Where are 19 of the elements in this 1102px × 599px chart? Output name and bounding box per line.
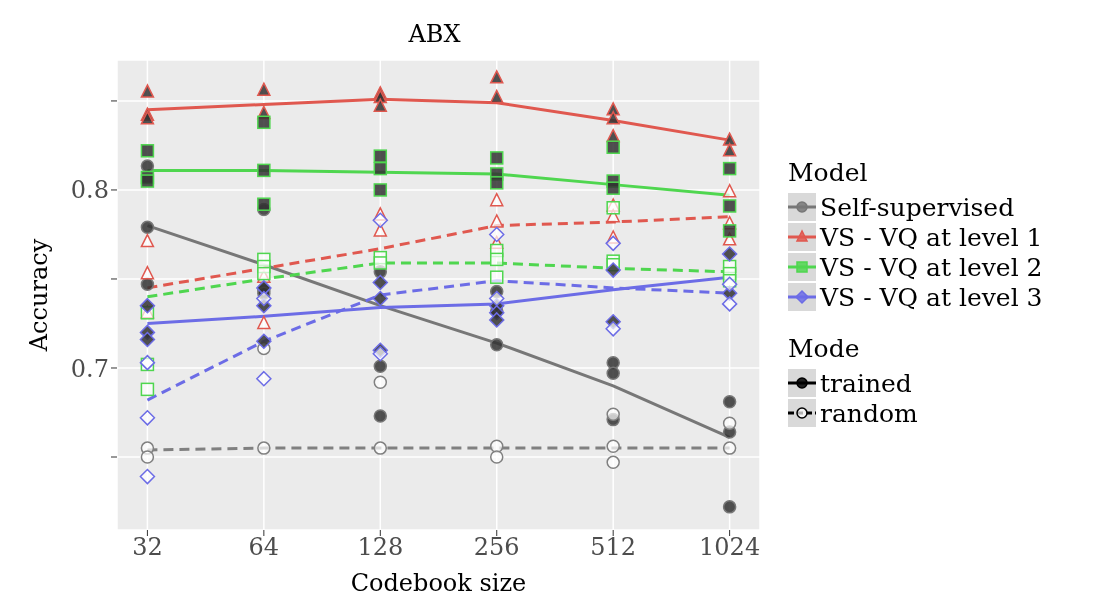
text: Mode — [788, 334, 861, 365]
chart-title: ABX — [407, 20, 462, 48]
legend-title: Model — [788, 158, 869, 189]
x-tick-label: 256 — [473, 533, 520, 562]
text: trained — [820, 368, 912, 398]
x-tick-label: 64 — [248, 533, 280, 562]
y-tick-label: 0.7 — [70, 354, 109, 383]
x-tick-label: 1024 — [699, 533, 761, 562]
legend-label: Self-supervised — [820, 192, 1015, 222]
legend-label: VS - VQ at level 2 — [820, 252, 1043, 282]
y-axis-title: Accuracy — [24, 238, 53, 353]
x-tick-label: 128 — [357, 533, 404, 562]
x-tick-label: 512 — [590, 533, 637, 562]
y-tick-label: 0.8 — [70, 176, 109, 205]
x-tick-label: 32 — [132, 533, 163, 562]
text: random — [820, 398, 918, 428]
legend-label: VS - VQ at level 3 — [820, 282, 1043, 312]
legend-label: VS - VQ at level 1 — [820, 222, 1043, 252]
x-axis-title: Codebook size — [350, 569, 527, 597]
